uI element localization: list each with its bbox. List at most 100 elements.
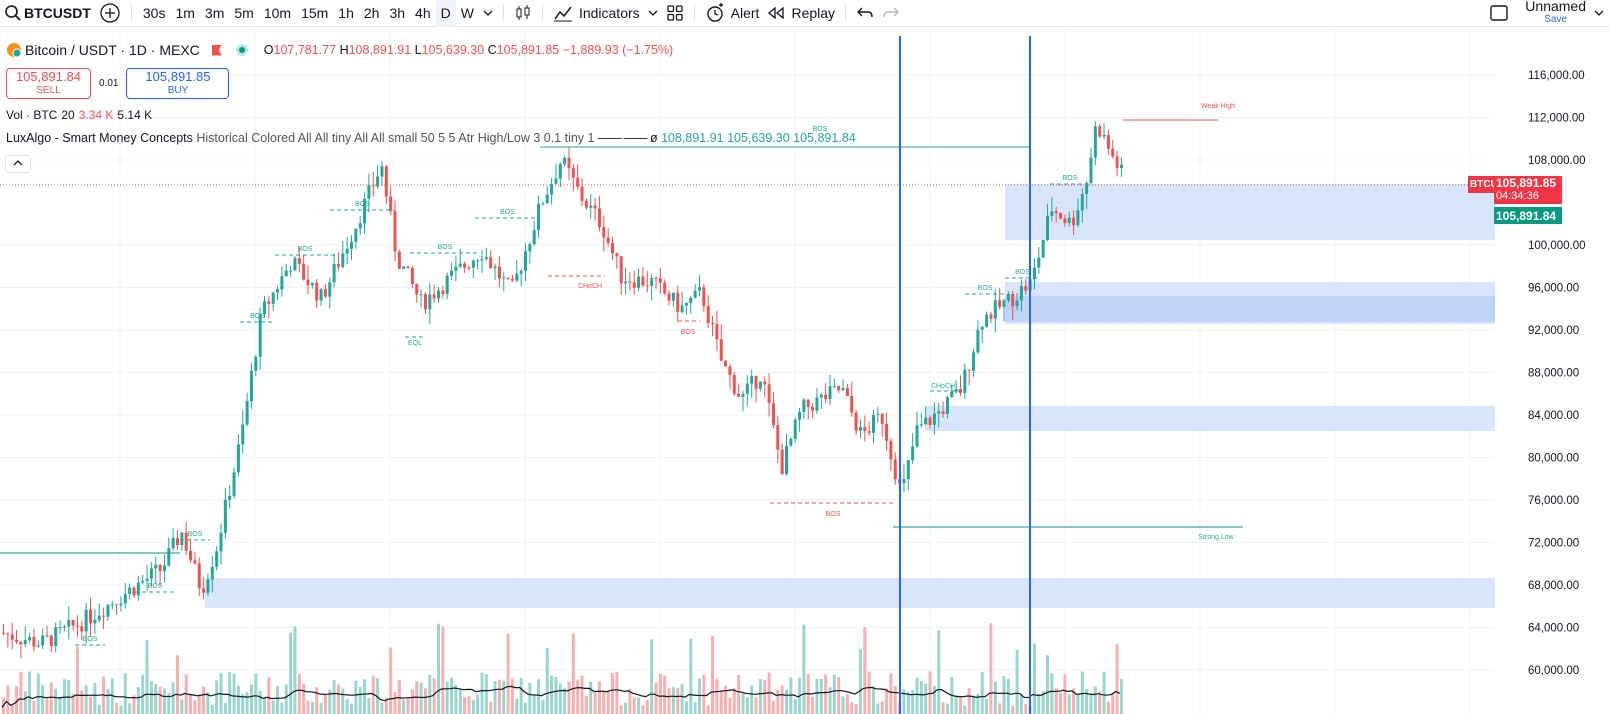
volume-bar xyxy=(954,696,958,714)
indicators-button[interactable]: Indicators xyxy=(549,0,644,27)
volume-bar xyxy=(606,690,610,714)
interval-2h[interactable]: 2h xyxy=(363,5,380,21)
volume-bar xyxy=(41,684,45,714)
candle-body xyxy=(271,292,275,304)
volume-bar xyxy=(1059,692,1063,714)
replay-button[interactable]: Replay xyxy=(763,0,839,27)
buy-button[interactable]: 105,891.85 BUY xyxy=(126,68,230,99)
flag-icon[interactable] xyxy=(211,44,222,56)
candle-body xyxy=(524,251,527,271)
candle-body xyxy=(32,636,36,647)
volume-bar xyxy=(410,689,414,714)
volume-bar xyxy=(467,696,471,714)
indicator-legend[interactable]: LuxAlgo - Smart Money Concepts Historica… xyxy=(6,131,856,145)
search-icon xyxy=(4,4,22,22)
candle-body xyxy=(119,603,123,606)
candle-body xyxy=(928,417,932,425)
layout-button[interactable]: Unnamed Save xyxy=(1485,0,1610,27)
volume-bar xyxy=(541,699,545,714)
volume-bar xyxy=(284,684,288,714)
volume-bar xyxy=(36,673,40,714)
indicators-dropdown[interactable] xyxy=(644,0,662,27)
interval-5m[interactable]: 5m xyxy=(234,5,254,21)
volume-bar xyxy=(236,685,240,714)
high-value: 108,891.91 xyxy=(348,43,412,57)
templates-button[interactable] xyxy=(662,0,688,27)
volume-bar xyxy=(641,705,645,714)
redo-button[interactable] xyxy=(878,0,904,27)
interval-4h[interactable]: 4h xyxy=(415,5,431,21)
ohlc-values: O107,781.77 H108,891.91 L105,639.30 C105… xyxy=(264,43,673,57)
candle-body xyxy=(876,413,880,415)
volume-bar xyxy=(228,672,232,714)
symbol-title[interactable]: Bitcoin / USDT · 1D · MEXC xyxy=(25,42,200,58)
volume-bar xyxy=(602,691,606,714)
alert-button[interactable]: Alert xyxy=(701,0,764,27)
interval-1h[interactable]: 1h xyxy=(338,5,354,21)
candle-body xyxy=(28,636,32,641)
interval-15m[interactable]: 15m xyxy=(301,5,329,21)
candle-body xyxy=(80,626,84,632)
candle-body xyxy=(806,399,810,407)
compare-button[interactable] xyxy=(95,0,125,27)
redo-icon xyxy=(882,6,900,20)
bos-label: BOS xyxy=(500,209,515,216)
price-axis-label: 72,000.00 xyxy=(1528,538,1579,550)
chart-type-button[interactable] xyxy=(510,0,536,27)
volume-bar xyxy=(545,648,549,714)
volume-bar xyxy=(741,693,745,714)
price-axis-bg xyxy=(1495,28,1610,714)
volume-bar xyxy=(450,677,454,714)
volume-bar xyxy=(389,647,393,714)
volume-bar xyxy=(1085,688,1089,714)
strong-low-label: Strong Low xyxy=(1198,534,1234,541)
interval-D[interactable]: D xyxy=(435,0,456,27)
candle-body xyxy=(345,248,349,254)
candle-body xyxy=(367,185,371,199)
interval-W[interactable]: W xyxy=(460,5,474,21)
interval-10m[interactable]: 10m xyxy=(263,5,292,21)
save-label: Save xyxy=(1544,14,1568,25)
rewind-icon xyxy=(767,6,785,20)
volume-bar xyxy=(476,694,480,714)
symbol-search[interactable]: BTCUSDT xyxy=(0,0,95,27)
chevron-down-icon xyxy=(483,8,493,18)
candle-body xyxy=(310,282,314,286)
volume-ma-line xyxy=(1,685,1121,708)
interval-dropdown[interactable] xyxy=(479,0,497,27)
candle-body xyxy=(49,635,53,647)
volume-bar xyxy=(480,672,484,714)
low-value: 105,639.30 xyxy=(421,43,485,57)
volume-bar xyxy=(123,673,127,714)
price-axis-label: 64,000.00 xyxy=(1528,623,1579,635)
candle-body xyxy=(297,258,301,264)
price-axis-label: 84,000.00 xyxy=(1528,410,1579,422)
volume-bar xyxy=(276,686,280,714)
volume-bar xyxy=(615,671,619,714)
volume-bar xyxy=(1111,692,1115,714)
volume-bar xyxy=(136,687,140,714)
volume-bar xyxy=(128,703,132,714)
candle-body xyxy=(832,385,836,387)
interval-3m[interactable]: 3m xyxy=(204,5,225,21)
volume-bar xyxy=(824,674,828,714)
interval-3h[interactable]: 3h xyxy=(389,5,406,21)
bos-label: BOS xyxy=(1063,175,1078,182)
volume-bar xyxy=(776,689,780,714)
candle-body xyxy=(1093,126,1097,158)
candle-body xyxy=(554,178,558,184)
volume-bar xyxy=(689,638,693,714)
high-label: H xyxy=(339,43,349,57)
interval-1m[interactable]: 1m xyxy=(175,5,195,21)
collapse-legend-button[interactable] xyxy=(5,155,31,173)
sell-price: 105,891.84 xyxy=(15,68,82,84)
sell-button[interactable]: 105,891.84 SELL xyxy=(6,68,91,99)
volume-bar xyxy=(1011,705,1015,714)
volume-bar xyxy=(263,697,266,714)
interval-30s[interactable]: 30s xyxy=(142,5,166,21)
volume-bar xyxy=(880,701,884,714)
volume-bar xyxy=(332,680,336,714)
volume-legend[interactable]: Vol · BTC 20 3.34 K 5.14 K xyxy=(6,108,152,122)
undo-button[interactable] xyxy=(852,0,878,27)
